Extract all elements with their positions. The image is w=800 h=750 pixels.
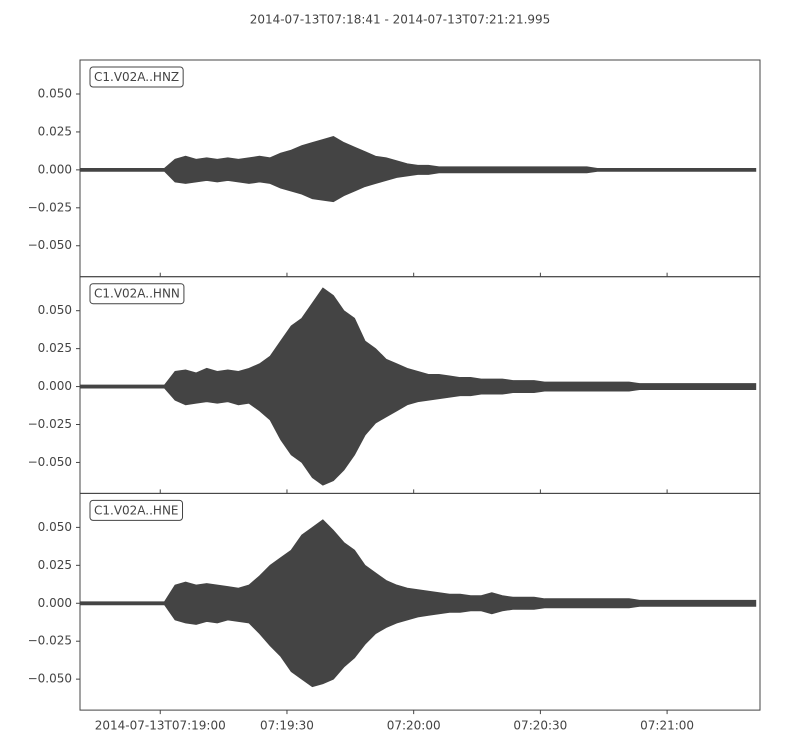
trace-label-text: C1.V02A..HNN bbox=[94, 287, 180, 301]
y-tick-label: 0.000 bbox=[38, 162, 72, 176]
x-tick-label: 07:21:00 bbox=[640, 719, 694, 733]
y-tick-label: −0.050 bbox=[28, 455, 72, 469]
trace-label-text: C1.V02A..HNE bbox=[94, 503, 179, 517]
trace-label-text: C1.V02A..HNZ bbox=[94, 70, 179, 84]
y-tick-label: 0.025 bbox=[38, 341, 72, 355]
waveform bbox=[79, 519, 757, 688]
trace-label: C1.V02A..HNN bbox=[89, 283, 185, 305]
y-tick-label: −0.050 bbox=[28, 238, 72, 252]
trace-label: C1.V02A..HNE bbox=[89, 499, 184, 521]
trace-label-box bbox=[89, 499, 184, 521]
y-tick-label: 0.000 bbox=[38, 596, 72, 610]
x-tick-label: 07:19:30 bbox=[260, 719, 314, 733]
y-tick-label: 0.050 bbox=[38, 86, 72, 100]
y-tick-label: 0.000 bbox=[38, 379, 72, 393]
trace-label: C1.V02A..HNZ bbox=[89, 66, 184, 88]
trace-label-box bbox=[89, 66, 184, 88]
x-tick-label: 07:20:00 bbox=[387, 719, 441, 733]
y-tick-label: −0.050 bbox=[28, 672, 72, 686]
y-tick-label: 0.025 bbox=[38, 558, 72, 572]
waveform bbox=[79, 136, 757, 203]
y-tick-label: 0.025 bbox=[38, 124, 72, 138]
x-tick-label: 07:20:30 bbox=[513, 719, 567, 733]
y-tick-label: −0.025 bbox=[28, 200, 72, 214]
chart-title: 2014-07-13T07:18:41 - 2014-07-13T07:21:2… bbox=[250, 13, 551, 27]
y-tick-label: 0.050 bbox=[38, 303, 72, 317]
y-tick-label: −0.025 bbox=[28, 417, 72, 431]
trace-label-box bbox=[89, 283, 185, 305]
x-tick-label: 2014-07-13T07:19:00 bbox=[95, 719, 226, 733]
y-tick-label: −0.025 bbox=[28, 634, 72, 648]
waveform bbox=[79, 287, 757, 486]
y-tick-label: 0.050 bbox=[38, 520, 72, 534]
panel-frame bbox=[79, 492, 761, 711]
